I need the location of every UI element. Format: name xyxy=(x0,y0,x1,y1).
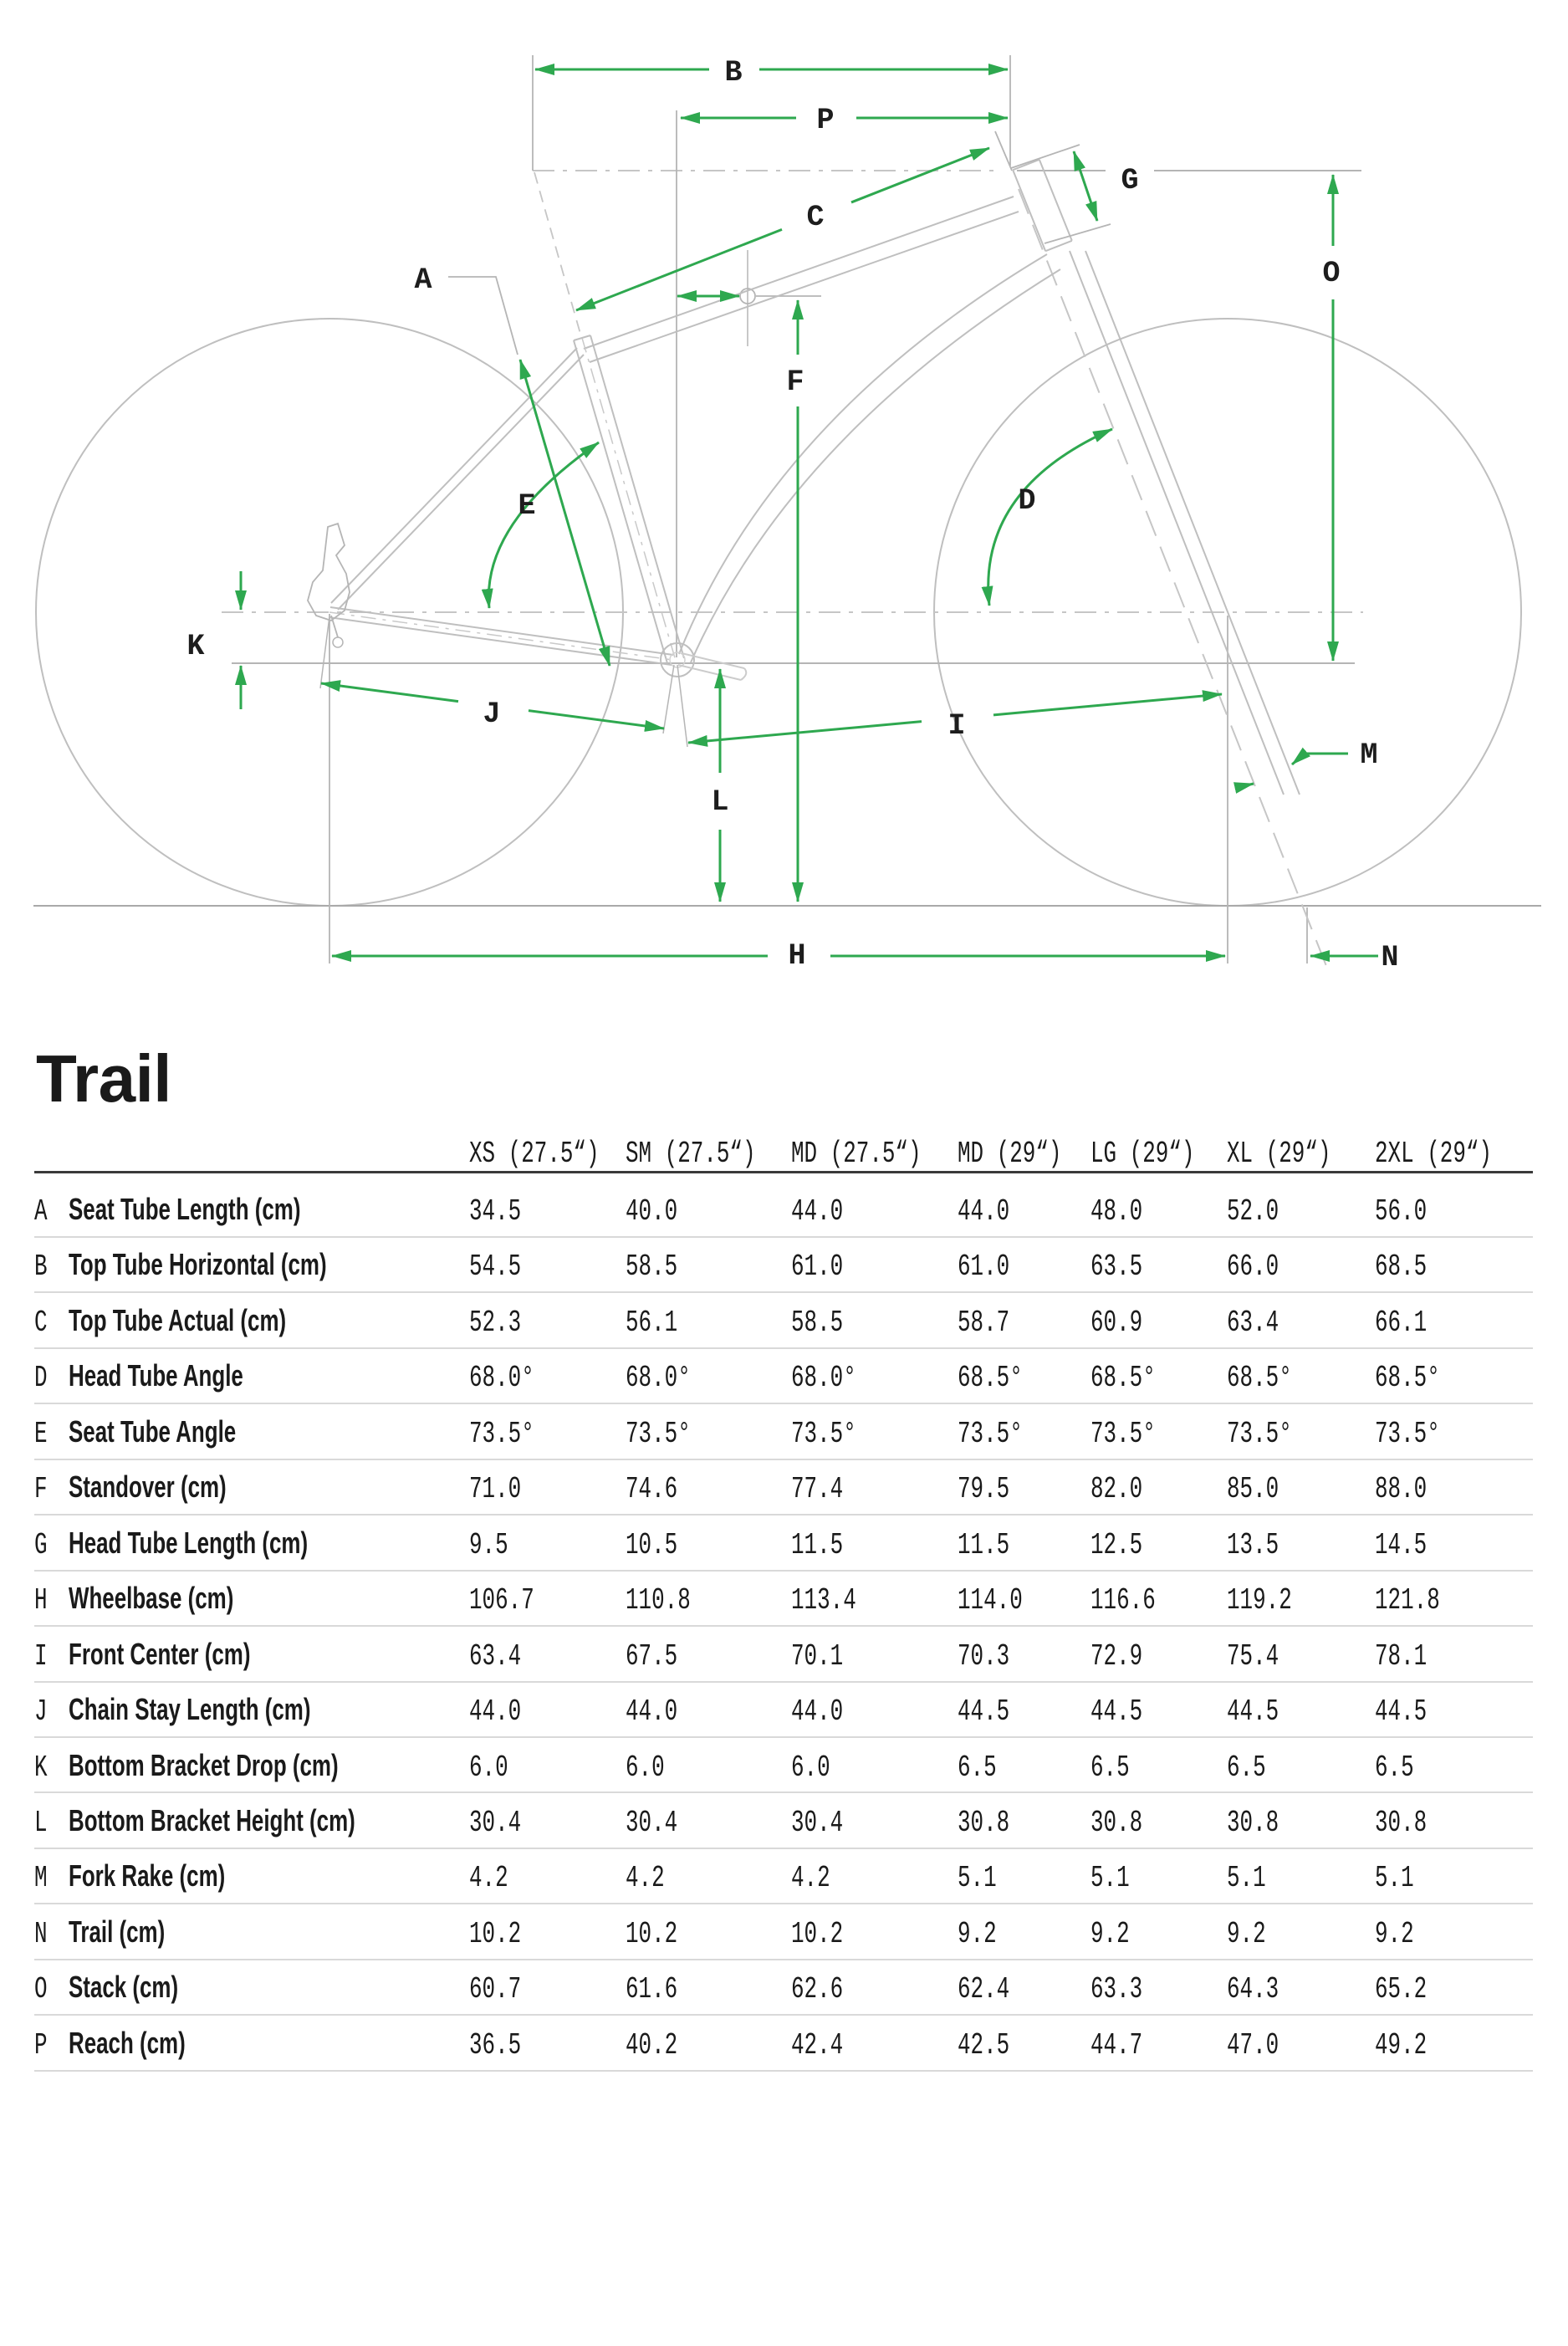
svg-text:E: E xyxy=(518,489,535,523)
svg-text:N: N xyxy=(1381,941,1398,974)
svg-text:C: C xyxy=(806,201,824,234)
svg-text:M: M xyxy=(1360,739,1377,772)
svg-text:A: A xyxy=(414,263,432,297)
svg-text:D: D xyxy=(1018,484,1035,518)
svg-text:P: P xyxy=(816,104,834,137)
svg-text:J: J xyxy=(483,698,500,731)
svg-text:G: G xyxy=(1121,164,1138,197)
svg-text:L: L xyxy=(711,785,728,819)
svg-text:H: H xyxy=(788,939,805,973)
svg-text:I: I xyxy=(947,709,965,743)
svg-text:K: K xyxy=(186,630,204,663)
svg-text:B: B xyxy=(724,56,742,89)
svg-text:O: O xyxy=(1322,257,1340,290)
svg-text:F: F xyxy=(786,365,804,399)
